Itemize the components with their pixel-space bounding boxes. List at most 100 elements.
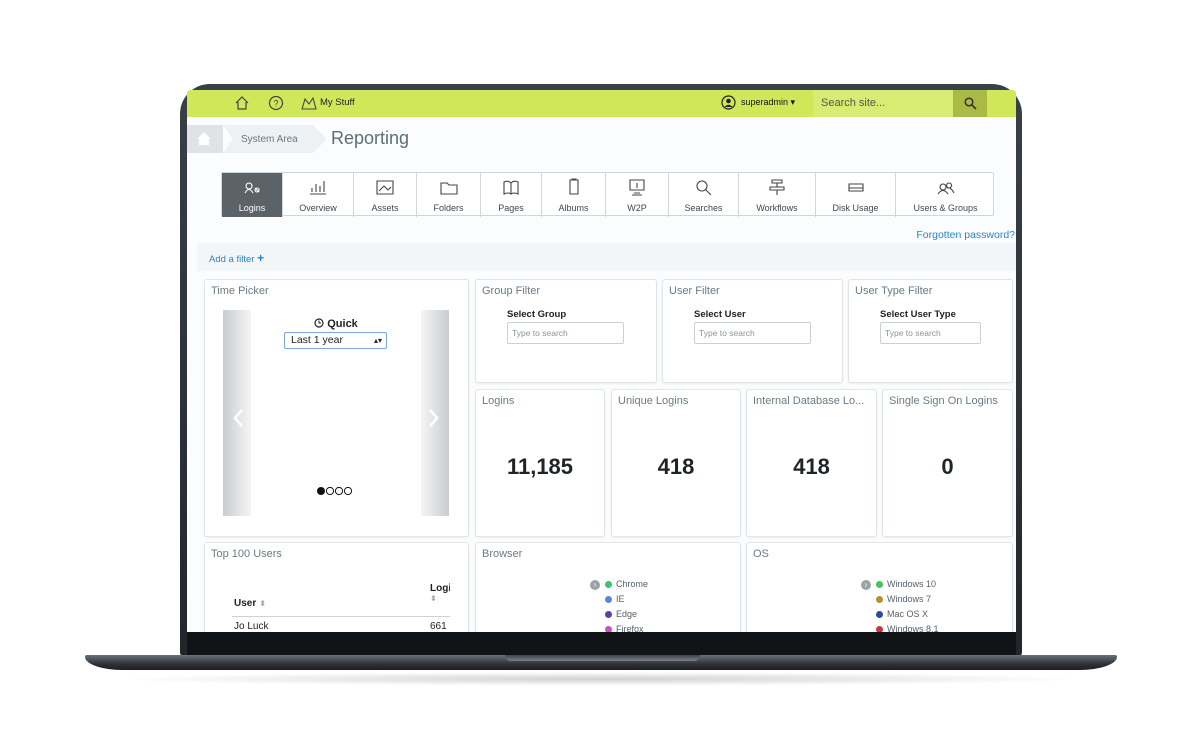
stat-panel: Internal Database Lo... 418: [746, 389, 877, 537]
page-title: Reporting: [331, 128, 410, 148]
legend-dot: [605, 625, 612, 632]
help-icon[interactable]: ?: [268, 95, 284, 111]
tab-icon: [937, 182, 954, 195]
search-box[interactable]: Search site...: [813, 90, 953, 117]
tab[interactable]: Logins: [222, 173, 283, 217]
stat-panel: Single Sign On Logins 0: [882, 389, 1013, 537]
tab[interactable]: Assets: [354, 173, 417, 217]
tab[interactable]: Users & Groups: [896, 173, 995, 217]
forgotten-password-link[interactable]: Forgotten password?: [916, 229, 1015, 241]
legend-item[interactable]: Windows 8.1: [876, 622, 939, 632]
tab-label: Albums: [558, 203, 589, 213]
tab-icon: [847, 183, 864, 192]
legend-item[interactable]: Firefox: [605, 622, 644, 632]
filter-bar: Add a filter +: [197, 243, 1016, 271]
browser-panel: Browser › Chrome IE Edge Firefox: [475, 542, 741, 632]
range-value: Last 1 year: [291, 334, 343, 346]
legend-label: Windows 7: [887, 594, 932, 604]
tab-bar: Logins Overview Assets Folders Pages Albums W2…: [221, 172, 995, 217]
tab-icon: [244, 182, 260, 194]
legend-label: Chrome: [616, 579, 649, 589]
table-cell: Jo Luck: [234, 621, 269, 632]
carousel-prev-area[interactable]: [223, 310, 251, 516]
search-input[interactable]: Type to search: [507, 322, 624, 344]
select-arrows: ▴▾: [373, 336, 382, 345]
legend-label: Mac OS X: [887, 609, 929, 619]
tab-label: Overview: [299, 203, 337, 213]
filter-panel: Group Filter Select Group Type to search: [475, 279, 657, 383]
tab[interactable]: Folders: [417, 173, 481, 217]
legend-dot: [876, 580, 883, 588]
panel-title: Group Filter: [482, 285, 541, 297]
panel-title: Unique Logins: [618, 395, 689, 407]
stat-value: 11,185: [506, 454, 574, 479]
tab-label: Folders: [433, 203, 464, 213]
legend-item[interactable]: IE: [605, 592, 625, 607]
legend-item[interactable]: Windows 10: [876, 577, 936, 592]
breadcrumb-home[interactable]: [187, 125, 223, 153]
tab[interactable]: Searches: [669, 173, 739, 217]
legend-dot: [605, 580, 612, 588]
legend-dot: [876, 625, 883, 632]
search-icon: [964, 97, 977, 110]
column-header-text: User: [234, 598, 257, 609]
tab[interactable]: Pages: [481, 173, 542, 217]
tab[interactable]: Albums: [542, 173, 606, 217]
tab-label: Searches: [684, 203, 723, 213]
user-icon: [721, 95, 736, 110]
search-button[interactable]: [953, 90, 987, 117]
tab-label: Workflows: [756, 203, 798, 213]
column-header[interactable]: Logins⬍: [430, 583, 450, 603]
tab-icon: [629, 179, 645, 196]
search-input[interactable]: Type to search: [880, 322, 981, 344]
tab[interactable]: Workflows: [739, 173, 816, 217]
filter-label: Select User: [694, 309, 746, 320]
laptop-base: [85, 655, 1117, 670]
carousel-dots[interactable]: [316, 486, 356, 496]
search-placeholder: Search site...: [821, 97, 886, 109]
search-input[interactable]: Type to search: [694, 322, 811, 344]
stat-value: 418: [657, 454, 695, 479]
my-stuff-icon[interactable]: [300, 95, 318, 111]
tab[interactable]: Disk Usage: [816, 173, 896, 217]
clock-icon: [314, 318, 324, 328]
legend-item[interactable]: Windows 7: [876, 592, 931, 607]
tab[interactable]: Overview: [283, 173, 354, 217]
legend-item[interactable]: Edge: [605, 607, 637, 622]
stat-panel: Logins 11,185: [475, 389, 605, 537]
add-filter-link[interactable]: Add a filter +: [209, 251, 265, 265]
legend-item[interactable]: Mac OS X: [876, 607, 928, 622]
tab-icon: [439, 182, 458, 195]
breadcrumb-section[interactable]: System Area: [241, 134, 298, 145]
quick-heading: Quick: [223, 318, 449, 330]
panel-title: Browser: [482, 548, 523, 560]
panel-title: Top 100 Users: [211, 548, 282, 560]
shadow: [110, 672, 1090, 686]
carousel-next-area[interactable]: [421, 310, 449, 516]
tab[interactable]: W2P: [606, 173, 669, 217]
legend-item[interactable]: Chrome: [605, 577, 648, 592]
carousel-prev[interactable]: [233, 408, 245, 428]
home-icon[interactable]: [234, 95, 250, 111]
time-picker-panel: Time Picker Quick Last 1 year ▴▾: [204, 279, 469, 537]
stat-panel: Unique Logins 418: [611, 389, 741, 537]
legend-toggle[interactable]: ›: [861, 580, 871, 590]
carousel-next[interactable]: [427, 408, 439, 428]
column-header-text: Logins: [430, 583, 450, 594]
legend-toggle[interactable]: ›: [590, 580, 600, 590]
tab-icon: [695, 180, 711, 196]
my-stuff-link[interactable]: My Stuff: [320, 97, 355, 108]
column-header[interactable]: User ⬍: [234, 598, 266, 609]
svg-text:?: ?: [273, 99, 278, 109]
legend-label: Firefox: [616, 624, 644, 632]
range-select[interactable]: Last 1 year ▴▾: [284, 332, 387, 349]
legend-dot: [605, 595, 612, 603]
filter-label: Select Group: [507, 309, 567, 320]
user-menu[interactable]: superadmin ▾: [741, 97, 796, 107]
tab-label: W2P: [627, 203, 647, 213]
tab-label: Logins: [238, 203, 266, 213]
panel-title: OS: [753, 548, 769, 560]
breadcrumb-section-bg: [223, 125, 327, 153]
